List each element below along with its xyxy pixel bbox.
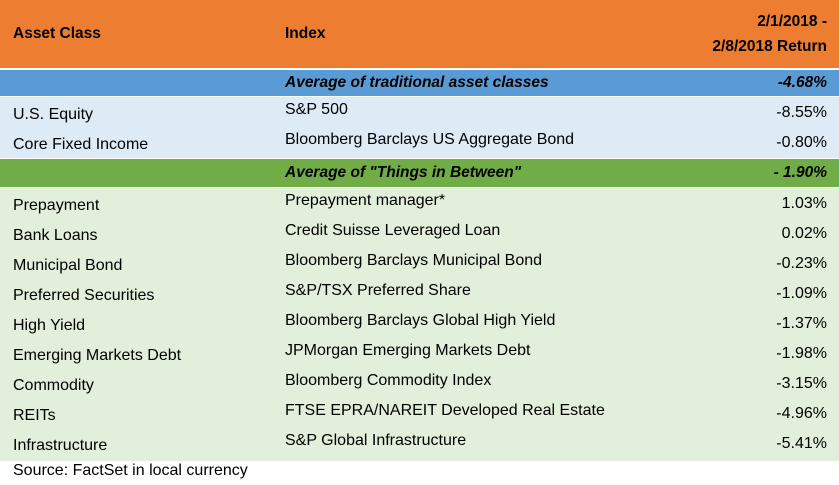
traditional-average-label: Average of traditional asset classes xyxy=(285,74,549,91)
return-cell: -1.37% xyxy=(776,315,827,332)
index-cell: JPMorgan Emerging Markets Debt xyxy=(285,342,531,359)
return-cell: 0.02% xyxy=(781,225,827,242)
index-cell: S&P Global Infrastructure xyxy=(285,432,467,449)
header-index: Index xyxy=(285,25,326,42)
asset-class-cell: High Yield xyxy=(13,317,86,334)
table-row: Preferred Securities S&P/TSX Preferred S… xyxy=(0,278,839,308)
return-cell: -3.15% xyxy=(776,375,827,392)
asset-class-cell: Emerging Markets Debt xyxy=(13,347,182,364)
asset-class-cell: Prepayment xyxy=(13,197,100,214)
traditional-rows-band xyxy=(0,97,839,158)
asset-class-cell: REITs xyxy=(13,407,56,424)
asset-class-cell: Bank Loans xyxy=(13,227,98,244)
asset-class-cell: Municipal Bond xyxy=(13,257,123,274)
table-header: Asset Class Index 2/1/2018 - 2/8/2018 Re… xyxy=(0,0,839,68)
asset-class-cell: Core Fixed Income xyxy=(13,136,149,153)
source-note: Source: FactSet in local currency xyxy=(13,462,248,479)
return-cell: -5.41% xyxy=(776,435,827,452)
traditional-average-value: -4.68% xyxy=(777,74,827,91)
table-row: Emerging Markets Debt JPMorgan Emerging … xyxy=(0,338,839,368)
asset-class-cell: Infrastructure xyxy=(13,437,108,454)
index-cell: Bloomberg Barclays Global High Yield xyxy=(285,312,556,329)
return-cell: -0.23% xyxy=(776,255,827,272)
return-cell: -1.98% xyxy=(776,345,827,362)
index-cell: Bloomberg Commodity Index xyxy=(285,372,492,389)
header-return-line1: 2/1/2018 - xyxy=(757,13,827,30)
table-row: Bank Loans Credit Suisse Leveraged Loan … xyxy=(0,218,839,248)
between-average-label: Average of "Things in Between" xyxy=(285,164,522,181)
table-row: REITs FTSE EPRA/NAREIT Developed Real Es… xyxy=(0,398,839,428)
index-cell: S&P 500 xyxy=(285,101,348,118)
header-asset-class: Asset Class xyxy=(13,25,101,42)
between-average-value: - 1.90% xyxy=(773,164,827,181)
index-cell: Prepayment manager* xyxy=(285,192,446,209)
asset-class-cell: U.S. Equity xyxy=(13,106,94,123)
asset-class-cell: Preferred Securities xyxy=(13,287,155,304)
return-cell: -4.96% xyxy=(776,405,827,422)
between-rows-band xyxy=(0,188,839,461)
header-return: 2/1/2018 - 2/8/2018 Return xyxy=(627,0,827,68)
table-row: High Yield Bloomberg Barclays Global Hig… xyxy=(0,308,839,338)
asset-class-cell: Commodity xyxy=(13,377,94,394)
return-cell: -1.09% xyxy=(776,285,827,302)
return-cell: -0.80% xyxy=(776,134,827,151)
traditional-average-row: Average of traditional asset classes -4.… xyxy=(0,70,839,96)
index-cell: Bloomberg Barclays US Aggregate Bond xyxy=(285,131,575,148)
table-row: Core Fixed Income Bloomberg Barclays US … xyxy=(0,127,839,157)
return-cell: -8.55% xyxy=(776,104,827,121)
between-average-row: Average of "Things in Between" - 1.90% xyxy=(0,159,839,187)
table-row: U.S. Equity S&P 500 -8.55% xyxy=(0,97,839,127)
index-cell: FTSE EPRA/NAREIT Developed Real Estate xyxy=(285,402,605,419)
table-row: Infrastructure S&P Global Infrastructure… xyxy=(0,428,839,458)
index-cell: Credit Suisse Leveraged Loan xyxy=(285,222,501,239)
index-cell: S&P/TSX Preferred Share xyxy=(285,282,471,299)
table-row: Prepayment Prepayment manager* 1.03% xyxy=(0,188,839,218)
header-return-line2: 2/8/2018 Return xyxy=(712,38,827,55)
return-cell: 1.03% xyxy=(781,195,827,212)
index-cell: Bloomberg Barclays Municipal Bond xyxy=(285,252,543,269)
table-row: Commodity Bloomberg Commodity Index -3.1… xyxy=(0,368,839,398)
table-row: Municipal Bond Bloomberg Barclays Munici… xyxy=(0,248,839,278)
